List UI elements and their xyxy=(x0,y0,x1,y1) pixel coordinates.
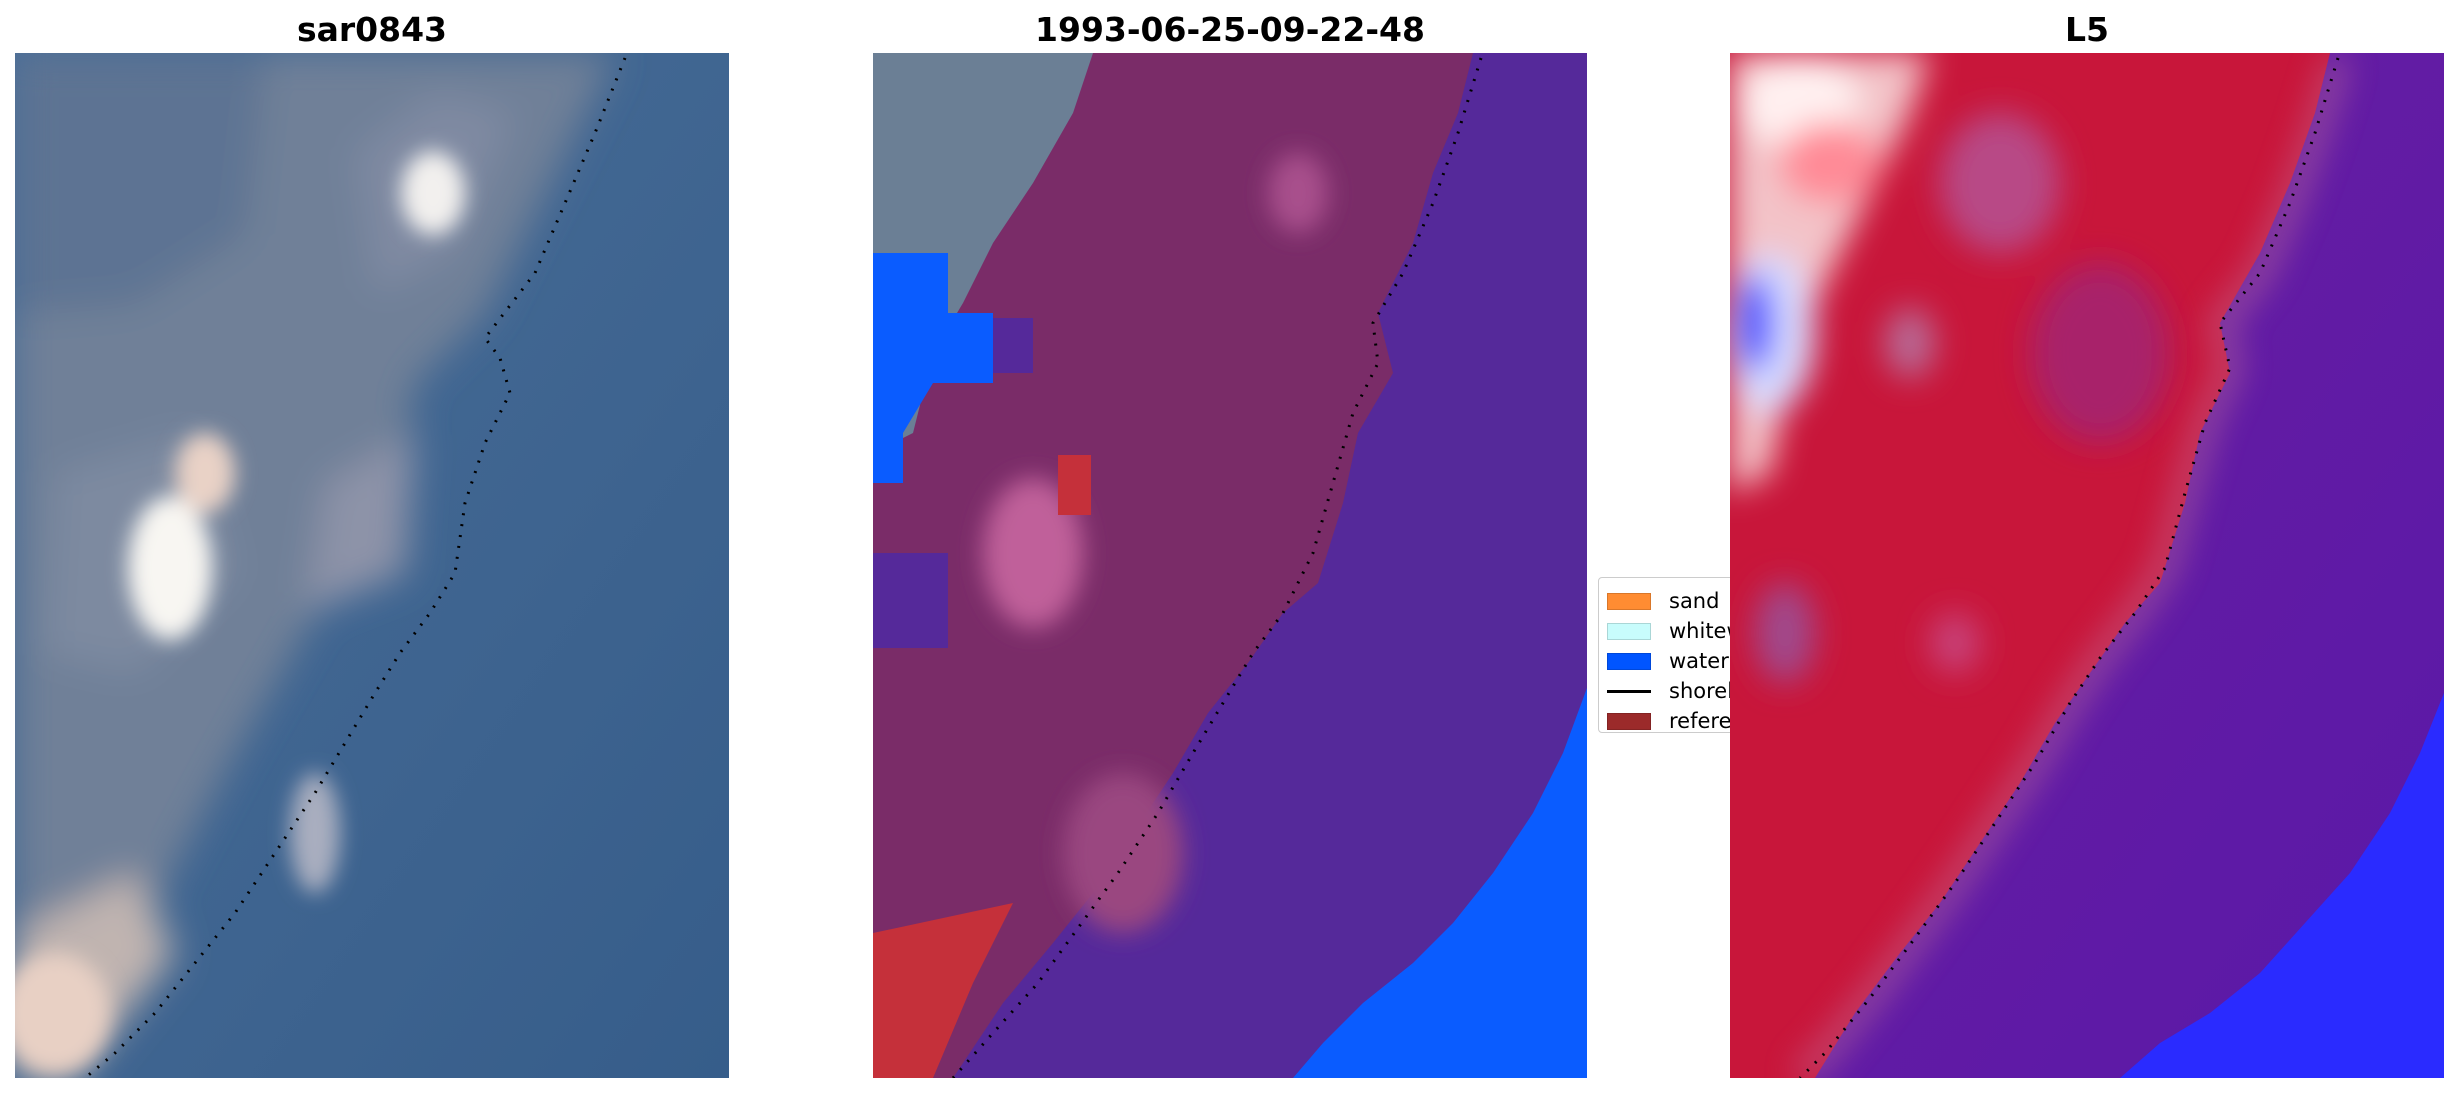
rgb-satellite-image xyxy=(15,53,729,1078)
panel-title-l5: L5 xyxy=(2065,10,2109,49)
water-swatch-icon xyxy=(1607,652,1651,670)
legend-label: sand xyxy=(1669,589,1720,613)
l5-image-svg xyxy=(1730,53,2444,1078)
panel-title-rgb: sar0843 xyxy=(296,10,448,49)
legend-label: water xyxy=(1669,649,1729,673)
legend-item-reference-shoreline: reference shoreline xyxy=(1607,706,1747,733)
panel-title-classified: 1993-06-25-09-22-48 xyxy=(1035,10,1425,49)
classified-image xyxy=(873,53,1587,1078)
legend-label: reference shoreline xyxy=(1669,709,1747,733)
rgb-image-svg xyxy=(15,53,729,1078)
sand-swatch-icon xyxy=(1607,592,1651,610)
legend-item-water: water xyxy=(1607,646,1729,676)
classified-image-svg xyxy=(873,53,1587,1078)
legend-item-sand: sand xyxy=(1607,586,1719,616)
whitewater-swatch-icon xyxy=(1607,622,1651,640)
legend-item-shoreline: shoreline xyxy=(1607,676,1747,706)
l5-index-image xyxy=(1730,53,2444,1078)
shoreline-line-icon xyxy=(1607,689,1651,693)
reference-shoreline-swatch-icon xyxy=(1607,712,1651,730)
